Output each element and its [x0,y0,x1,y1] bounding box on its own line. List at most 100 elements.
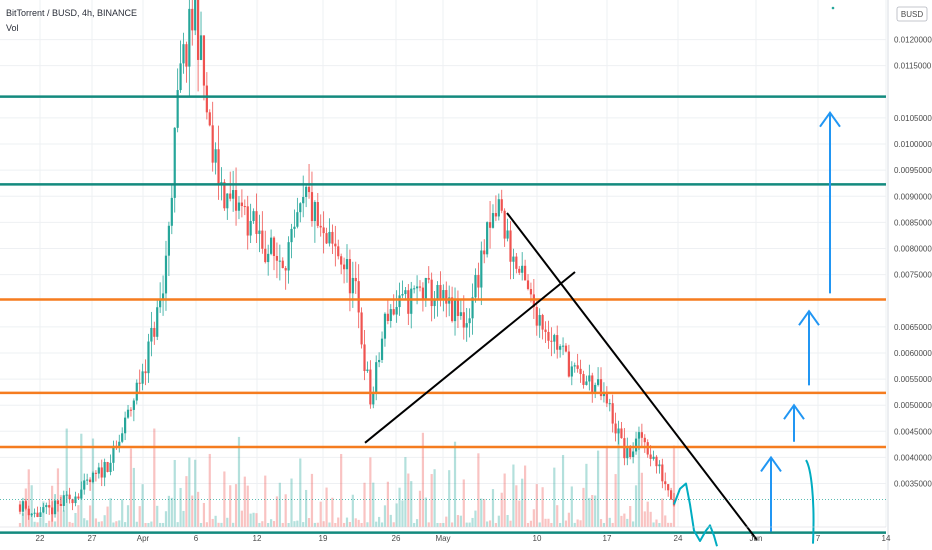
candle-body [62,495,65,506]
volume-bar [316,522,319,527]
candle-body [118,441,121,448]
volume-bar [541,487,544,527]
descending-trendline [506,212,758,541]
volume-bar [465,522,468,527]
volume-bar [439,522,442,527]
candle-body [658,464,661,467]
candle-body [369,369,372,405]
candle-body [427,277,430,280]
candle-body [255,211,258,234]
candle-body [27,508,30,516]
y-tick-label: 0.0120000 [894,36,932,45]
volume-bar [264,475,267,527]
candle-body [109,462,112,472]
y-tick-label: 0.0085000 [894,218,932,227]
candle-body [240,202,243,207]
volume-bar [468,522,471,527]
candle-body [640,432,643,438]
candle-body [77,496,80,499]
candle-body [65,494,68,496]
candle-body [68,494,71,500]
volume-bar [121,499,124,527]
candle-body [462,312,465,328]
volume-bar [646,501,649,527]
volume-bar [267,522,270,527]
volume-bar [456,515,460,527]
y-tick-label: 0.0035000 [894,480,932,489]
candle-body [512,256,515,262]
candle-body [538,315,541,326]
y-tick-label: 0.0050000 [894,401,932,410]
volume-bar [538,522,541,527]
volume-bar [217,522,220,527]
volume-bar [521,478,524,527]
volume-bar [56,468,60,527]
candle-body [252,211,255,222]
candle-body [518,268,521,273]
candle-body [661,464,664,482]
volume-bar [378,516,381,527]
x-tick-label: 27 [88,534,97,543]
candle-body [88,479,92,483]
candle-body [269,237,273,254]
volume-bar [459,515,462,527]
volume-bar [97,521,100,527]
candle-body [410,288,413,314]
candle-body [655,456,658,467]
x-tick-label: 24 [674,534,683,543]
candle-body [667,484,670,491]
volume-bar [354,518,357,527]
volume-bar [202,502,206,527]
candle-body [632,451,635,458]
volume-bar [261,521,264,527]
volume-bar [167,495,171,527]
volume-bar [144,522,147,527]
volume-bar [39,517,42,527]
volume-bar [672,445,676,527]
candle-body [226,193,229,209]
candle-body [646,442,649,455]
candle-body [30,513,33,516]
candle-body [159,300,162,308]
candle-body [214,149,217,163]
volume-bar [518,500,521,527]
candle-body [141,371,144,384]
volume-bar [430,474,433,527]
volume-bar [477,453,480,527]
candle-body [246,206,249,236]
candle-body [307,186,311,193]
candle-body [465,323,468,328]
volume-bar [179,487,182,527]
candle-body [302,196,305,204]
candle-body [103,462,106,478]
candle-body [106,462,109,472]
volume-bar [135,521,138,527]
candle-body [378,359,381,363]
candle-body [284,268,287,271]
candle-body [363,344,366,372]
volume-bar [115,521,118,527]
candle-body [161,293,165,301]
candle-body [24,501,27,509]
candle-body [211,125,214,163]
candle-body [471,297,474,319]
candle-body [337,246,340,257]
candle-body [556,335,559,350]
candle-body [579,368,582,375]
candle-body [179,63,182,91]
candle-body [442,290,445,300]
candle-body [53,500,57,515]
candle-body [42,507,45,513]
volume-bar [658,522,661,527]
currency-badge[interactable]: BUSD [896,6,928,22]
volume-bar [243,476,246,527]
candle-body [354,277,357,282]
volume-bar [112,522,115,527]
volume-bar [106,506,109,527]
candle-body [451,297,454,322]
candle-body [486,222,489,255]
candle-body [497,199,500,217]
volume-bar [640,472,643,527]
candle-body [357,281,360,313]
volume-bar [68,521,71,527]
